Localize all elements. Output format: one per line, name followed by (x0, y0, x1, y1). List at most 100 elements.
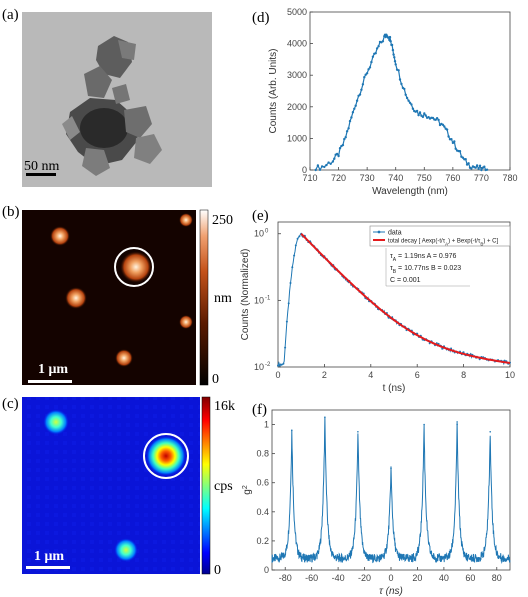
y-tick-label: 0.6 (256, 478, 269, 488)
data-point (415, 109, 419, 113)
data-point (392, 53, 395, 56)
data-point (397, 69, 400, 72)
data-point (418, 111, 422, 114)
panel-label-d: (d) (252, 10, 270, 26)
data-point (423, 112, 426, 115)
data-point (475, 164, 479, 167)
afm-cbar-unit: nm (214, 291, 232, 306)
g2-peak (357, 431, 359, 433)
data-point (474, 166, 477, 169)
data-point (377, 45, 380, 48)
data-point (408, 101, 412, 105)
pl-emitter (43, 409, 69, 435)
x-tick-label: -60 (305, 573, 318, 583)
chart-g2: -80 -60 -40 -20 0 20 40 60 80 0 0.2 0.4 0.6 0.8 1 τ (ns… (242, 409, 511, 597)
data-point (282, 362, 285, 365)
annotation-tauB: τB = 10.77ns B = 0.023 (390, 265, 461, 275)
data-point (368, 66, 372, 69)
data-point (404, 93, 407, 97)
x-tick-label: -20 (358, 573, 371, 583)
data-point (470, 167, 473, 170)
data-point (277, 364, 279, 367)
y-tick-exponent: -1 (265, 295, 271, 301)
data-point (410, 103, 413, 106)
afm-particle (65, 287, 87, 309)
data-point (464, 158, 467, 161)
y-tick-label: 0.8 (256, 449, 269, 459)
data-point (467, 162, 470, 165)
data-point (485, 168, 489, 171)
plot-area (271, 409, 511, 571)
x-axis-label: τ (ns) (379, 586, 403, 597)
annotation-tauA: τA = 1.19ns A = 0.976 (390, 253, 457, 263)
data-point (417, 113, 420, 117)
data-point (335, 152, 339, 156)
data-point (293, 254, 296, 257)
pl-cbar-min: 0 (214, 563, 221, 578)
x-tick-label: 740 (388, 173, 403, 183)
data-point (320, 165, 324, 168)
afm-cbar-max: 250 (212, 213, 233, 228)
x-tick-label: 780 (502, 173, 517, 183)
data-point (398, 78, 402, 81)
afm-particle (179, 315, 193, 329)
data-point (450, 138, 453, 141)
x-tick-label: 770 (474, 173, 489, 183)
y-tick-label: 4000 (287, 39, 307, 49)
panel-label-b: (b) (2, 204, 20, 220)
pl-highlight-circle (143, 433, 189, 479)
y-tick-label: 2000 (287, 102, 307, 112)
data-point (280, 363, 283, 366)
y-tick-label: 3000 (287, 70, 307, 80)
data-point (329, 162, 332, 165)
data-point (447, 135, 450, 138)
g2-line (271, 416, 511, 564)
x-tick-label: 20 (412, 573, 422, 583)
data-point (343, 137, 346, 141)
x-tick-label: 0 (388, 573, 393, 583)
afm-particle (120, 251, 152, 283)
data-point (325, 163, 328, 167)
data-point (400, 82, 403, 86)
data-point (483, 165, 486, 168)
data-point (371, 55, 375, 58)
y-tick-exponent: 0 (265, 229, 269, 235)
data-point (437, 118, 440, 122)
x-tick-label: 760 (445, 173, 460, 183)
y-tick-label: 1 (264, 420, 269, 430)
tem-scale-label: 50 nm (24, 159, 60, 174)
x-tick-label: 10 (505, 370, 515, 380)
g2-peak (291, 429, 293, 432)
x-tick-label: -80 (279, 573, 292, 583)
data-point (394, 63, 397, 66)
y-axis-label: Counts (Arb. Units) (268, 48, 279, 133)
data-point (407, 99, 410, 102)
x-tick-label: -40 (332, 573, 345, 583)
x-tick-label: 60 (465, 573, 475, 583)
afm-particle (50, 226, 70, 246)
afm-particle (115, 349, 133, 367)
fit-line (300, 233, 511, 364)
data-point (441, 123, 445, 127)
legend-box (369, 225, 511, 247)
data-point (389, 40, 392, 43)
data-point (358, 93, 362, 96)
y-tick-label: 1000 (287, 133, 307, 143)
data-point (381, 40, 385, 43)
data-point (388, 35, 392, 39)
data-point (363, 76, 366, 79)
panel-b: 1 μm 250 nm 0 (b) (2, 204, 233, 387)
data-point (331, 160, 335, 163)
data-point (323, 165, 326, 169)
panel-label-c: (c) (2, 396, 19, 412)
data-point (348, 119, 352, 123)
data-point (445, 128, 449, 131)
plot-area (309, 11, 511, 171)
y-tick-label: 0.2 (256, 536, 269, 546)
data-point (278, 364, 281, 367)
data-point (374, 52, 377, 55)
g2-peak (489, 431, 492, 433)
data-point (360, 88, 363, 92)
legend-entry-fit: total decay [ Aexp(-t/τA) + Bexp(-t/τB) … (388, 239, 498, 247)
data-point (285, 320, 288, 323)
